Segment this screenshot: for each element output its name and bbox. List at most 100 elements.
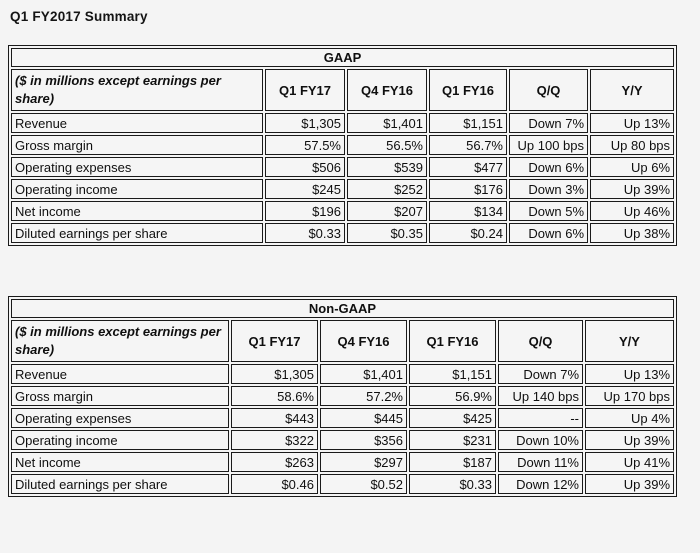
cell-value: $1,401 bbox=[320, 364, 407, 384]
cell-value: Down 3% bbox=[509, 179, 588, 199]
cell-value: Down 10% bbox=[498, 430, 583, 450]
cell-value: $539 bbox=[347, 157, 427, 177]
cell-value: 56.5% bbox=[347, 135, 427, 155]
gaap-table-banner: GAAP bbox=[11, 48, 675, 67]
cell-value: $506 bbox=[265, 157, 345, 177]
cell-value: $196 bbox=[265, 201, 345, 221]
row-label: Diluted earnings per share bbox=[11, 474, 229, 494]
row-label: Net income bbox=[11, 452, 229, 472]
row-label: Gross margin bbox=[11, 135, 263, 155]
cell-value: $207 bbox=[347, 201, 427, 221]
gaap-column-header-q1fy17: Q1 FY17 bbox=[265, 69, 345, 111]
cell-value: $134 bbox=[429, 201, 507, 221]
table-row: Operating income $322 $356 $231 Down 10%… bbox=[11, 430, 675, 450]
cell-value: 58.6% bbox=[231, 386, 318, 406]
non-gaap-unit-note: ($ in millions except earnings per share… bbox=[11, 320, 229, 362]
cell-value: $245 bbox=[265, 179, 345, 199]
cell-value: Up 13% bbox=[585, 364, 675, 384]
cell-value: Up 170 bps bbox=[585, 386, 675, 406]
cell-value: $176 bbox=[429, 179, 507, 199]
cell-value: 57.5% bbox=[265, 135, 345, 155]
cell-value: $0.33 bbox=[409, 474, 496, 494]
non-gaap-column-header-yy: Y/Y bbox=[585, 320, 675, 362]
cell-value: Down 6% bbox=[509, 223, 588, 243]
gaap-column-header-qq: Q/Q bbox=[509, 69, 588, 111]
cell-value: $477 bbox=[429, 157, 507, 177]
table-row: Net income $263 $297 $187 Down 11% Up 41… bbox=[11, 452, 675, 472]
cell-value: $263 bbox=[231, 452, 318, 472]
cell-value: Up 100 bps bbox=[509, 135, 588, 155]
row-label: Diluted earnings per share bbox=[11, 223, 263, 243]
non-gaap-column-header-q4fy16: Q4 FY16 bbox=[320, 320, 407, 362]
table-row: Revenue $1,305 $1,401 $1,151 Down 7% Up … bbox=[11, 113, 675, 133]
cell-value: Up 39% bbox=[585, 430, 675, 450]
cell-value: $0.35 bbox=[347, 223, 427, 243]
gaap-table: GAAP ($ in millions except earnings per … bbox=[8, 45, 678, 246]
cell-value: Down 7% bbox=[498, 364, 583, 384]
cell-value: $445 bbox=[320, 408, 407, 428]
non-gaap-column-header-q1fy17: Q1 FY17 bbox=[231, 320, 318, 362]
cell-value: 56.7% bbox=[429, 135, 507, 155]
table-row: Operating expenses $506 $539 $477 Down 6… bbox=[11, 157, 675, 177]
cell-value: $1,401 bbox=[347, 113, 427, 133]
cell-value: $0.46 bbox=[231, 474, 318, 494]
table-row: Operating income $245 $252 $176 Down 3% … bbox=[11, 179, 675, 199]
row-label: Net income bbox=[11, 201, 263, 221]
row-label: Revenue bbox=[11, 113, 263, 133]
cell-value: Down 12% bbox=[498, 474, 583, 494]
cell-value: Up 13% bbox=[590, 113, 675, 133]
cell-value: Up 39% bbox=[585, 474, 675, 494]
cell-value: Up 140 bps bbox=[498, 386, 583, 406]
cell-value: Up 38% bbox=[590, 223, 675, 243]
cell-value: Up 6% bbox=[590, 157, 675, 177]
cell-value: $297 bbox=[320, 452, 407, 472]
cell-value: $425 bbox=[409, 408, 496, 428]
cell-value: $1,151 bbox=[429, 113, 507, 133]
non-gaap-column-header-qq: Q/Q bbox=[498, 320, 583, 362]
table-row: Diluted earnings per share $0.33 $0.35 $… bbox=[11, 223, 675, 243]
cell-value: Up 41% bbox=[585, 452, 675, 472]
non-gaap-column-header-q1fy16: Q1 FY16 bbox=[409, 320, 496, 362]
cell-value: 57.2% bbox=[320, 386, 407, 406]
gaap-column-header-q4fy16: Q4 FY16 bbox=[347, 69, 427, 111]
row-label: Operating expenses bbox=[11, 157, 263, 177]
gaap-unit-note: ($ in millions except earnings per share… bbox=[11, 69, 263, 111]
page-title: Q1 FY2017 Summary bbox=[10, 9, 148, 24]
table-row: Gross margin 58.6% 57.2% 56.9% Up 140 bp… bbox=[11, 386, 675, 406]
non-gaap-table: Non-GAAP ($ in millions except earnings … bbox=[8, 296, 678, 497]
cell-value: Up 80 bps bbox=[590, 135, 675, 155]
gaap-column-header-yy: Y/Y bbox=[590, 69, 675, 111]
cell-value: $0.52 bbox=[320, 474, 407, 494]
table-row: Gross margin 57.5% 56.5% 56.7% Up 100 bp… bbox=[11, 135, 675, 155]
cell-value: $443 bbox=[231, 408, 318, 428]
row-label: Revenue bbox=[11, 364, 229, 384]
table-row: Operating expenses $443 $445 $425 -- Up … bbox=[11, 408, 675, 428]
cell-value: Down 7% bbox=[509, 113, 588, 133]
cell-value: $322 bbox=[231, 430, 318, 450]
row-label: Operating expenses bbox=[11, 408, 229, 428]
cell-value: $1,305 bbox=[265, 113, 345, 133]
cell-value: $252 bbox=[347, 179, 427, 199]
cell-value: Down 11% bbox=[498, 452, 583, 472]
row-label: Operating income bbox=[11, 430, 229, 450]
cell-value: $0.24 bbox=[429, 223, 507, 243]
cell-value: Up 39% bbox=[590, 179, 675, 199]
cell-value: Up 46% bbox=[590, 201, 675, 221]
gaap-column-header-q1fy16: Q1 FY16 bbox=[429, 69, 507, 111]
row-label: Operating income bbox=[11, 179, 263, 199]
cell-value: $356 bbox=[320, 430, 407, 450]
cell-value: $1,151 bbox=[409, 364, 496, 384]
cell-value: $187 bbox=[409, 452, 496, 472]
cell-value: $1,305 bbox=[231, 364, 318, 384]
cell-value: Down 6% bbox=[509, 157, 588, 177]
row-label: Gross margin bbox=[11, 386, 229, 406]
table-row: Diluted earnings per share $0.46 $0.52 $… bbox=[11, 474, 675, 494]
table-row: Revenue $1,305 $1,401 $1,151 Down 7% Up … bbox=[11, 364, 675, 384]
cell-value: $0.33 bbox=[265, 223, 345, 243]
cell-value: Up 4% bbox=[585, 408, 675, 428]
non-gaap-table-banner: Non-GAAP bbox=[11, 299, 675, 318]
table-row: Net income $196 $207 $134 Down 5% Up 46% bbox=[11, 201, 675, 221]
cell-value: -- bbox=[498, 408, 583, 428]
cell-value: 56.9% bbox=[409, 386, 496, 406]
